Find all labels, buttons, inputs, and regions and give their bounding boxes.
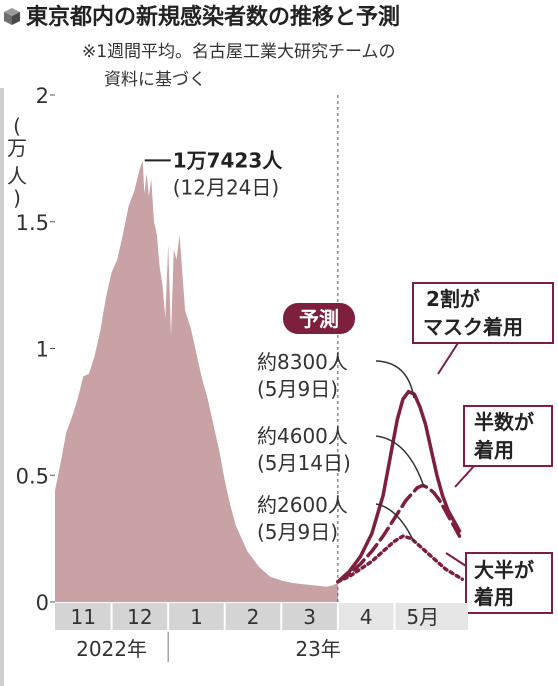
month-label: 2 [247,605,260,629]
forecast-badge [283,303,355,334]
forecast-line-3 [336,534,465,584]
source-note-line2: 資料に基づく [104,70,206,90]
y-tick-label: 0.5 [16,464,49,488]
month-band-observed [55,603,338,630]
series-3-label-line1: 大半が [474,558,534,582]
x-axis-years: 2022年 23年 [76,632,341,662]
cube-icon [4,8,20,25]
x-axis-months: 11 12 1 2 3 4 5月 [55,603,468,630]
series-3-peak-value: 約2600人 [257,493,348,517]
peak-value-label: 1万7423人 [173,148,284,172]
series-3-label-line2: 着用 [473,585,514,609]
series-1-peak-value: 約8300人 [257,350,348,374]
y-axis: 0 0.5 1 1.5 2 [16,84,55,615]
forecast-peak-labels: 約8300人 (5月9日) 約4600人 (5月14日) 約2600人 (5月9… [257,350,351,544]
y-tick-label: 2 [36,84,49,108]
series-1-label-line1: 2割が [426,287,480,311]
series-1-pointer [437,342,459,375]
series-2-label-line1: 半数が [474,410,534,434]
month-label: 4 [360,605,373,629]
series-2-leader [375,435,425,488]
series-box-1: 2割が マスク着用 [412,282,554,375]
forecast-peak-leaders [375,360,425,543]
y-tick-label: 1 [36,338,49,362]
y-unit-close-paren: ) [13,186,21,210]
month-label: 12 [127,605,152,629]
forecast-series [336,389,465,584]
left-edge-band [0,88,4,686]
forecast-line-1 [336,389,462,584]
observed-cases-area [55,160,338,602]
series-box-2: 半数が 着用 [454,405,553,488]
series-1-leader [375,360,415,399]
series-3-peak-date: (5月9日) [257,520,338,544]
series-2-label-line2: 着用 [473,438,514,462]
peak-date-label: (12月24日) [173,175,280,199]
y-tick-label: 0 [36,591,49,615]
y-unit-open-paren: ( [13,114,21,138]
month-label: 11 [71,605,96,629]
y-tick-label: 1.5 [16,211,49,235]
series-3-pointer [445,552,467,567]
forecast-line-2 [336,483,465,584]
series-2-pointer [454,465,475,488]
chart-title: 東京都内の新規感染者数の推移と予測 [26,4,400,30]
year-label: 2022年 [76,637,147,661]
month-band-forecast [337,603,468,630]
forecast-badge-label: 予測 [299,307,339,331]
series-1-label-line2: マスク着用 [423,315,523,339]
y-unit-nin: 人 [7,164,27,188]
series-1-peak-date: (5月9日) [257,377,338,401]
year-label: 23年 [295,637,340,661]
y-unit-label: ( 万 人 ) [7,114,27,210]
source-note-line1: ※1週間平均。名古屋工業大研究チームの [82,42,396,62]
month-label: 5月 [406,605,439,629]
series-box-3: 大半が 着用 [445,552,553,614]
month-label: 3 [303,605,316,629]
series-3-leader [375,503,415,543]
month-label: 1 [190,605,203,629]
y-unit-man: 万 [7,136,27,160]
series-2-peak-date: (5月14日) [257,451,351,475]
series-2-peak-value: 約4600人 [257,424,348,448]
